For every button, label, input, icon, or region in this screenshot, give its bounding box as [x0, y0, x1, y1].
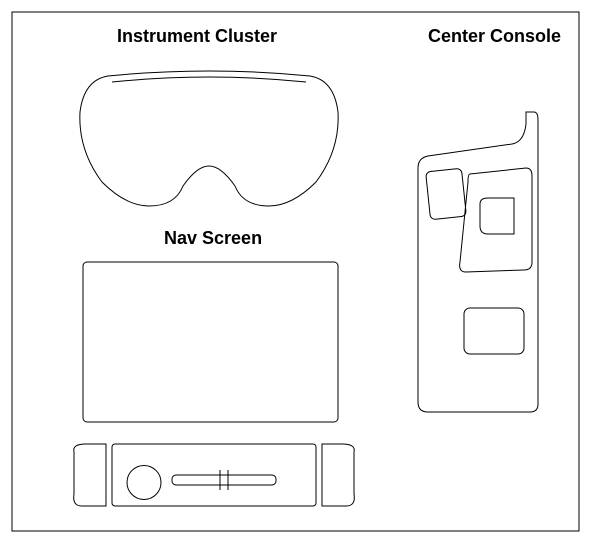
label-instrument-cluster: Instrument Cluster: [117, 26, 277, 47]
console-slot-upper-left: [426, 168, 467, 220]
console-shifter-notch: [480, 198, 514, 234]
instrument-cluster-outline: [80, 71, 338, 206]
bottom-panel-slot: [172, 475, 276, 485]
instrument-cluster-inner: [112, 77, 306, 82]
center-console-outline: [418, 112, 538, 412]
diagram-frame: Instrument Cluster Center Console Nav Sc…: [0, 0, 591, 543]
nav-screen-rect: [83, 262, 338, 422]
console-storage-lower: [464, 308, 524, 354]
console-shifter-surround: [460, 168, 532, 272]
label-center-console: Center Console: [428, 26, 561, 47]
bottom-panel-knob: [127, 465, 161, 499]
bottom-panel-right-cap: [322, 444, 354, 506]
label-nav-screen: Nav Screen: [164, 228, 262, 249]
bottom-panel-left-cap: [74, 444, 106, 506]
diagram-svg: [0, 0, 591, 543]
